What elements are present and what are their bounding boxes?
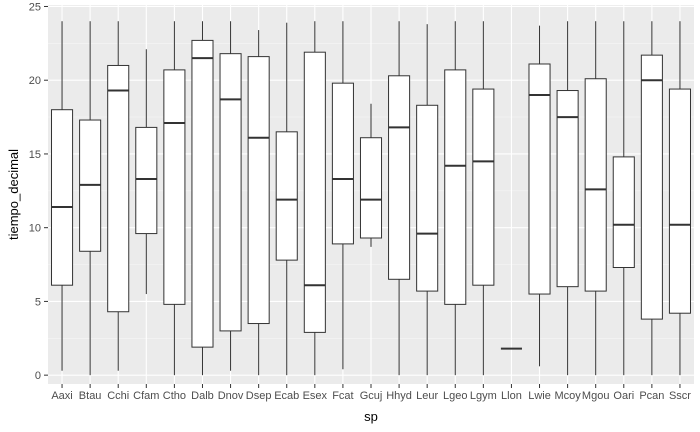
x-tick-label: Lgeo bbox=[443, 390, 467, 402]
box-iqr bbox=[416, 104, 439, 292]
box-iqr bbox=[191, 39, 214, 348]
x-tick-label: Sscr bbox=[669, 390, 691, 402]
y-tick-label: 0 bbox=[35, 370, 41, 382]
x-tick-label: Btau bbox=[79, 390, 102, 402]
box-gcuj bbox=[359, 103, 383, 247]
x-tick-label: Ecab bbox=[274, 390, 299, 402]
box-esex bbox=[303, 21, 326, 376]
box-iqr bbox=[640, 54, 663, 320]
box-dnov bbox=[219, 21, 242, 371]
x-tick-label: Cchi bbox=[107, 390, 129, 402]
box-ecab bbox=[275, 22, 298, 376]
y-axis-title: tiempo_decimal bbox=[6, 149, 21, 240]
box-oari bbox=[612, 21, 635, 376]
box-dsep bbox=[247, 30, 270, 376]
x-tick-label: Lgym bbox=[470, 390, 497, 402]
box-cfam bbox=[135, 49, 158, 295]
x-axis-title: sp bbox=[364, 409, 378, 424]
x-tick-label: Dsep bbox=[246, 390, 272, 402]
x-tick-label: Dnov bbox=[218, 390, 244, 402]
box-sscr bbox=[668, 21, 691, 376]
x-tick-label: Hhyd bbox=[386, 390, 412, 402]
box-dalb bbox=[191, 21, 214, 376]
x-tick-label: Fcat bbox=[332, 390, 353, 402]
box-iqr bbox=[331, 82, 354, 245]
x-tick-label: Mgou bbox=[582, 390, 610, 402]
box-iqr bbox=[51, 109, 74, 286]
box-iqr bbox=[472, 88, 495, 286]
box-pcan bbox=[640, 21, 663, 376]
box-leur bbox=[416, 24, 439, 376]
box-iqr bbox=[219, 53, 242, 332]
x-tick-label: Lwie bbox=[528, 390, 551, 402]
y-axis: 0 5 10 15 20 25 bbox=[29, 1, 48, 382]
box-iqr bbox=[303, 51, 326, 333]
y-tick-label: 25 bbox=[29, 1, 41, 13]
box-lgeo bbox=[444, 21, 467, 376]
x-tick-label: Dalb bbox=[191, 390, 214, 402]
box-iqr bbox=[444, 69, 467, 305]
box-ctho bbox=[163, 21, 186, 376]
box-hhyd bbox=[388, 21, 411, 376]
box-iqr bbox=[528, 63, 551, 295]
box-iqr bbox=[388, 75, 411, 280]
box-iqr bbox=[275, 131, 298, 261]
box-aaxi bbox=[51, 21, 74, 371]
box-iqr bbox=[556, 90, 579, 288]
box-iqr bbox=[135, 126, 158, 235]
x-tick-label: Llon bbox=[501, 390, 522, 402]
box-lwie bbox=[528, 25, 551, 367]
box-lgym bbox=[472, 21, 495, 376]
x-tick-label: Mcoy bbox=[554, 390, 581, 402]
y-tick-label: 10 bbox=[29, 223, 41, 235]
x-tick-label: Gcuj bbox=[360, 390, 383, 402]
box-iqr bbox=[668, 88, 691, 314]
box-iqr bbox=[584, 78, 607, 292]
x-tick-label: Pcan bbox=[639, 390, 664, 402]
x-axis: Aaxi Btau Cchi Cfam Ctho Dalb Dnov Dsep Ecab Esex… bbox=[51, 384, 691, 402]
box-mcoy bbox=[556, 21, 579, 376]
x-tick-label: Ctho bbox=[163, 390, 186, 402]
y-tick-label: 15 bbox=[29, 149, 41, 161]
box-iqr bbox=[107, 64, 130, 313]
box-layer bbox=[51, 21, 691, 376]
x-tick-label: Aaxi bbox=[51, 390, 72, 402]
box-btau bbox=[79, 21, 102, 376]
y-tick-label: 20 bbox=[29, 75, 41, 87]
box-mgou bbox=[584, 21, 607, 376]
box-fcat bbox=[331, 21, 354, 370]
box-cchi bbox=[107, 21, 130, 371]
box-iqr bbox=[163, 69, 186, 305]
box-iqr bbox=[247, 56, 270, 325]
x-tick-label: Cfam bbox=[133, 390, 159, 402]
y-tick-label: 5 bbox=[35, 296, 41, 308]
x-tick-label: Esex bbox=[303, 390, 328, 402]
x-tick-label: Oari bbox=[613, 390, 634, 402]
box-iqr bbox=[612, 156, 635, 268]
box-iqr bbox=[359, 137, 383, 239]
x-tick-label: Leur bbox=[416, 390, 438, 402]
